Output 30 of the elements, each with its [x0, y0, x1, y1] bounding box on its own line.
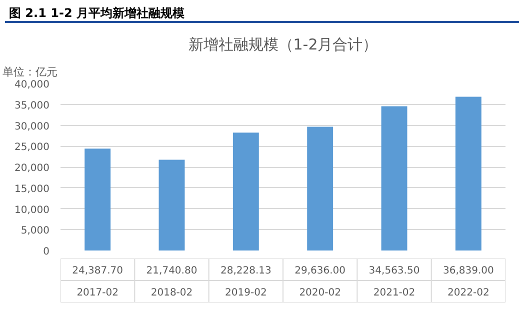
x-tick-label: 2018-02 — [150, 288, 193, 298]
x-tick-label: 2020-02 — [299, 288, 341, 298]
data-label: 21,740.80 — [146, 266, 198, 276]
chart-title: 新增社融规模（1-2月合计） — [188, 36, 378, 54]
data-label: 36,839.00 — [442, 266, 494, 276]
y-tick-label: 10,000 — [14, 204, 50, 216]
data-label: 28,228.13 — [220, 266, 272, 276]
bar — [158, 160, 185, 250]
x-tick-label: 2019-02 — [225, 288, 267, 298]
bar — [84, 148, 111, 250]
bar — [381, 106, 408, 250]
y-axis-title: 单位：亿元 — [2, 66, 58, 78]
y-tick-label: 25,000 — [14, 142, 50, 154]
bar — [455, 96, 482, 250]
y-tick-label: 5,000 — [20, 226, 50, 237]
data-label: 34,563.50 — [368, 266, 420, 276]
data-label: 29,636.00 — [294, 266, 346, 276]
bar — [232, 132, 259, 250]
y-tick-label: 30,000 — [14, 121, 50, 132]
x-tick-label: 2022-02 — [448, 288, 490, 298]
y-tick-label: 0 — [43, 246, 50, 258]
y-tick-label: 35,000 — [14, 100, 50, 112]
x-tick-label: 2021-02 — [373, 288, 416, 298]
y-tick-label: 20,000 — [14, 163, 50, 174]
data-label: 24,387.70 — [72, 266, 124, 276]
caption: 图 2.1 1-2 月平均新增社融规模 — [9, 5, 184, 22]
bar — [307, 126, 334, 250]
y-tick-label: 15,000 — [14, 184, 50, 195]
y-tick-label: 40,000 — [14, 80, 50, 90]
x-tick-label: 2017-02 — [76, 288, 118, 298]
